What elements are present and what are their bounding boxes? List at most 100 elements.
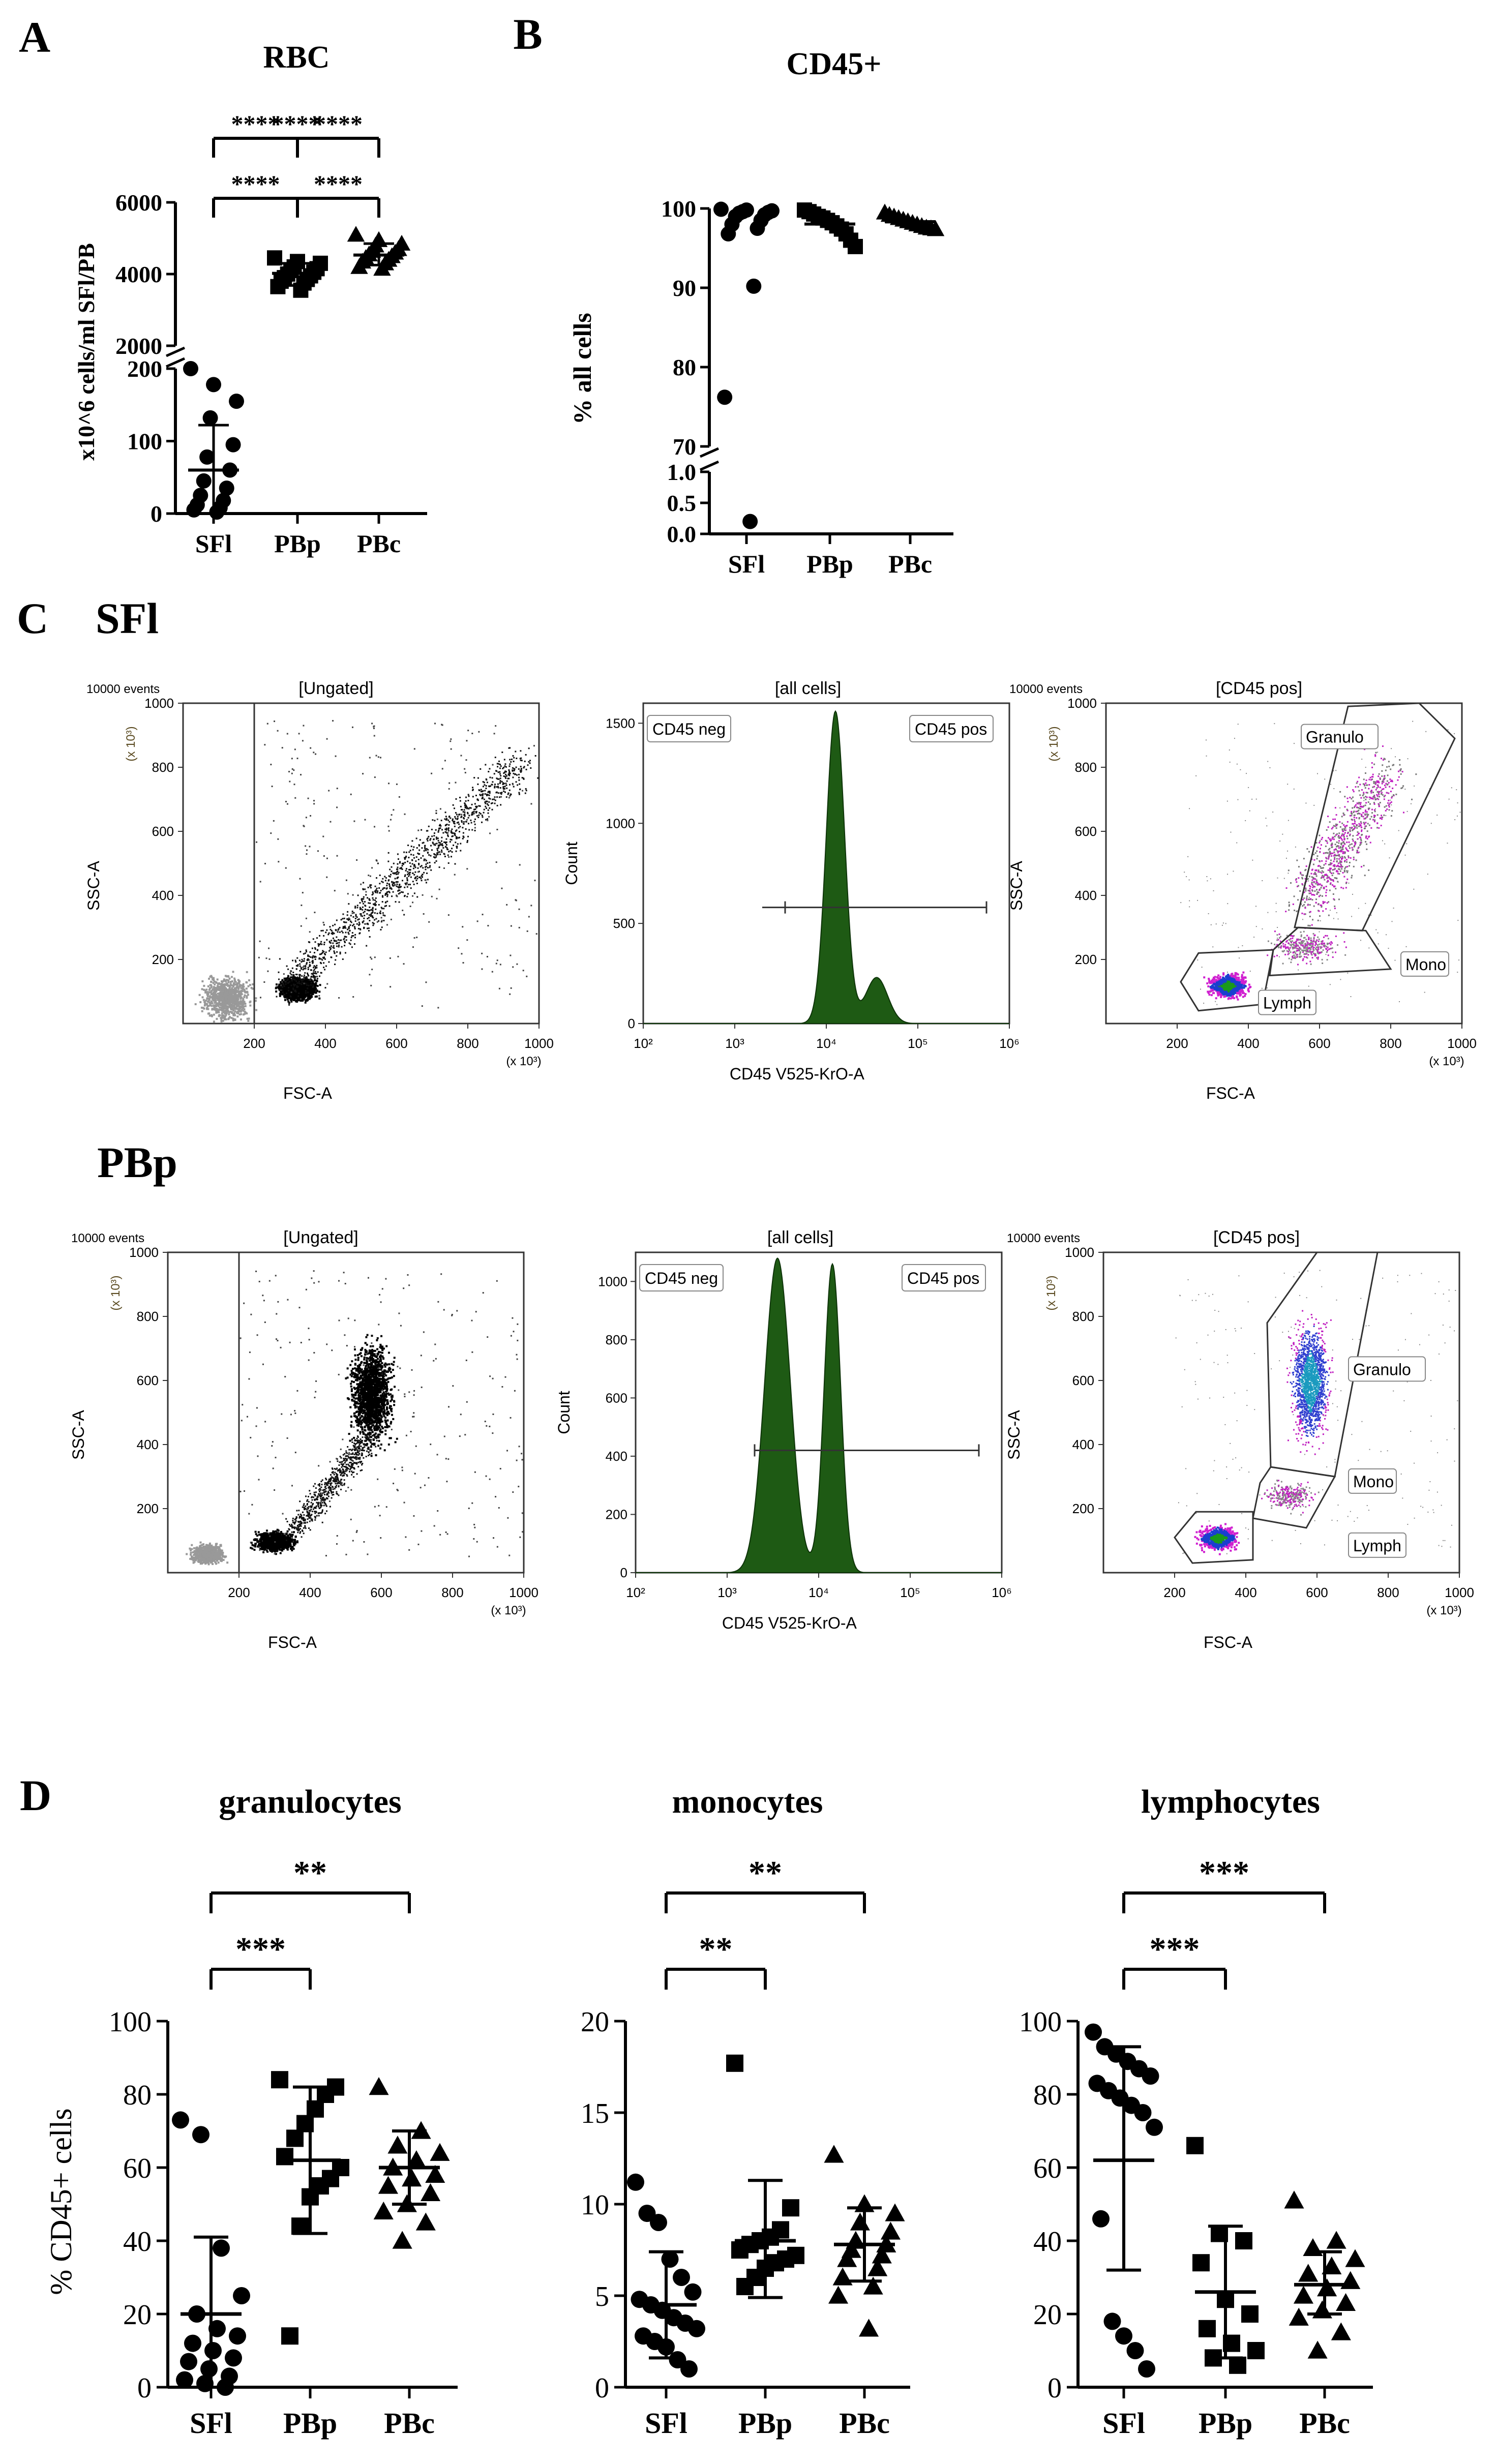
y-tick-label: 0.0 <box>667 521 697 547</box>
panel-d-monocytes: monocytes 0 5 10 15 20 SFl PBp PBc ** ** <box>581 1783 910 2440</box>
y-tick-label: 0 <box>628 1016 635 1031</box>
data-point <box>347 226 365 242</box>
events-label: 10000 events <box>1007 1231 1080 1245</box>
x-tick-label: 10⁶ <box>992 1585 1012 1600</box>
lymph-label: Lymph <box>1348 1532 1406 1558</box>
scatter-plot-cd45-gated: [CD45 pos] 10000 events (x 10³) (x 10³) SSC-… <box>1007 679 1477 1102</box>
event-dots <box>1175 1270 1458 1555</box>
data-point <box>1186 2137 1204 2154</box>
events-label: 10000 events <box>86 682 160 696</box>
x-tick-label: 400 <box>1237 1036 1259 1051</box>
y-tick-label: 100 <box>127 429 162 455</box>
gate-label: Mono <box>1405 955 1446 974</box>
data-point <box>430 2143 450 2161</box>
chart-title: CD45+ <box>787 47 882 81</box>
y-axis-label: x10^6 cells/ml SFl/PB <box>73 243 99 461</box>
x-tick-label: 10⁴ <box>809 1585 829 1600</box>
y-tick-label: 200 <box>1072 1501 1094 1516</box>
panel-letter-a: A <box>19 13 50 62</box>
scatter-plot-ungated: [Ungated] 10000 events (x 10³) (x 10³) SSC-A… <box>69 1228 538 1651</box>
x-tick-label: PBp <box>738 2407 792 2440</box>
axis-break-mark <box>165 357 186 368</box>
x-unit-label: (x 10³) <box>1426 1604 1461 1617</box>
mono-gate <box>1269 926 1392 977</box>
x-tick-label: 1000 <box>524 1036 554 1051</box>
data-point <box>828 2286 849 2304</box>
significance-label: **** <box>314 111 363 138</box>
data-point <box>684 2283 702 2301</box>
x-tick-label: 10³ <box>717 1585 737 1600</box>
x-tick-label: 1000 <box>1445 1585 1474 1600</box>
y-tick-label: 80 <box>673 354 696 380</box>
significance-label: ** <box>748 1854 782 1891</box>
y-axis-label: % all cells <box>568 313 596 424</box>
event-dots <box>186 1270 524 1566</box>
x-tick-label: 800 <box>457 1036 478 1051</box>
label-box <box>647 715 731 742</box>
y-axis-label: SSC-A <box>1005 1410 1023 1460</box>
data-point <box>184 2334 201 2352</box>
y-tick-label: 1000 <box>144 696 174 711</box>
y-tick-label: 1000 <box>129 1245 159 1260</box>
y-tick-label: 90 <box>673 275 696 301</box>
data-point <box>172 2111 189 2129</box>
y-tick-label: 200 <box>1075 952 1097 967</box>
event-dots <box>194 720 539 1023</box>
data-point <box>746 278 762 294</box>
y-tick-label: 40 <box>123 2226 152 2258</box>
x-tick-label: SFl <box>728 550 765 578</box>
chart-title: RBC <box>263 40 330 75</box>
axis-break-mark <box>165 346 186 357</box>
significance-label: ** <box>699 1931 733 1968</box>
data-point <box>1199 2320 1216 2337</box>
scatter-plot-ungated: [Ungated] 10000 events (x 10³) (x 10³) SSC-A… <box>84 679 554 1102</box>
data-point <box>183 361 198 376</box>
x-tick-label: 800 <box>441 1585 463 1600</box>
x-tick-label: 10⁵ <box>908 1036 928 1051</box>
data-point <box>392 2231 412 2249</box>
data-point <box>281 2327 298 2345</box>
histogram-cd45: [all cells] Count CD45 V525-KrO-A 0 500 1000 1… <box>562 679 1020 1083</box>
x-tick-label: 400 <box>299 1585 321 1600</box>
lymph-gate <box>1180 949 1274 1012</box>
panel-letter-d: D <box>20 1771 51 1820</box>
data-point <box>717 389 733 405</box>
gate-label: CD45 neg <box>652 720 726 738</box>
significance-label: *** <box>235 1931 286 1968</box>
significance-label: **** <box>272 111 321 138</box>
y-tick-label: 40 <box>1033 2226 1062 2258</box>
x-unit-label: (x 10³) <box>1429 1055 1464 1068</box>
y-tick-label: 600 <box>1072 1373 1094 1388</box>
x-tick-label: SFl <box>645 2407 687 2440</box>
granulo-gate <box>1294 702 1456 931</box>
data-point <box>350 258 368 274</box>
data-point <box>650 2214 667 2231</box>
x-tick-label: 400 <box>1235 1585 1256 1600</box>
data-point <box>420 2183 441 2202</box>
x-tick-label: 800 <box>1380 1036 1401 1051</box>
data-point <box>680 2360 698 2378</box>
y-axis-label: SSC-A <box>84 861 103 911</box>
data-point <box>837 2249 857 2267</box>
y-tick-label: 1000 <box>598 1274 627 1289</box>
data-point <box>267 250 282 266</box>
data-point <box>425 2165 445 2183</box>
y-tick-label: 600 <box>152 824 174 839</box>
x-tick-label: PBc <box>839 2407 890 2440</box>
events-label: 10000 events <box>1009 682 1083 696</box>
data-point <box>204 2342 222 2359</box>
data-point <box>200 2360 218 2378</box>
data-point <box>885 2203 905 2221</box>
data-point <box>863 2276 883 2295</box>
data-point <box>872 2245 892 2264</box>
significance-label: **** <box>231 111 280 138</box>
x-tick-label: 800 <box>1377 1585 1399 1600</box>
x-tick-label: PBc <box>384 2407 435 2440</box>
cd45-neg-label: CD45 neg <box>647 715 731 742</box>
data-point <box>1303 2238 1323 2257</box>
y-tick-label: 100 <box>1019 2006 1062 2038</box>
y-tick-label: 800 <box>137 1309 159 1324</box>
data-point <box>276 2148 293 2166</box>
